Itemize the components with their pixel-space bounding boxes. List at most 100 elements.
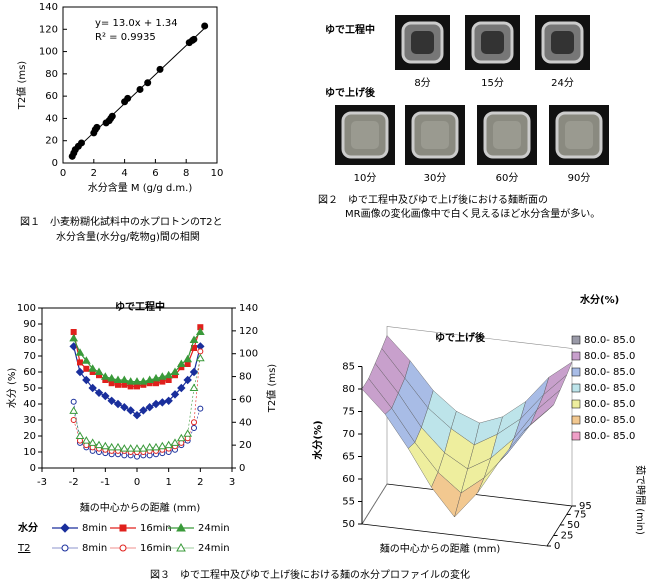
y-tick-label: 80 xyxy=(23,335,36,346)
x-tick-label: 2 xyxy=(197,477,203,488)
marker xyxy=(145,442,155,451)
marker xyxy=(100,372,110,380)
marker xyxy=(88,364,98,372)
marker xyxy=(69,333,79,342)
y-tick-label: 20 xyxy=(23,431,36,442)
marker xyxy=(176,522,186,532)
marker xyxy=(88,438,98,446)
y-axis-label: 茹で時間 (min) xyxy=(634,465,647,535)
legend-label: 24min xyxy=(198,543,230,554)
caption: 図３ ゆで工程中及びゆで上げ後における麺の水分プロファイルの変化 xyxy=(150,568,470,581)
marker xyxy=(100,441,110,450)
y2-tick-label: 20 xyxy=(239,440,252,451)
image-group-label: ゆで工程中 xyxy=(325,23,375,36)
caption: 図２ ゆで工程中及びゆで上げ後における麺断面の xyxy=(318,193,548,206)
x-axis-label: 麺の中心からの距離 (mm) xyxy=(380,542,501,555)
marker xyxy=(119,375,129,383)
caption: MR画像の変化画像中で白く見えるほど水分含量が多い。 xyxy=(345,207,600,220)
marker xyxy=(157,372,167,380)
legend-label: 80.0- 85.0 xyxy=(584,431,635,442)
image-time-label: 15分 xyxy=(481,77,504,89)
marker xyxy=(83,365,90,372)
z-tick-label: 50 xyxy=(342,519,355,530)
marker xyxy=(107,396,116,406)
y-tick-label: 0 xyxy=(52,158,58,169)
marker xyxy=(126,377,136,385)
marker xyxy=(189,367,199,377)
legend-swatch xyxy=(571,367,581,377)
marker xyxy=(88,383,97,393)
x-tick-label: -1 xyxy=(100,477,110,488)
marker xyxy=(195,327,205,335)
marker xyxy=(197,405,204,412)
y-tick-label: 140 xyxy=(39,2,58,13)
marker xyxy=(126,444,136,452)
chart-title: ゆで上げ後 xyxy=(435,331,486,344)
x-tick-label: 1 xyxy=(165,477,171,488)
y-tick-label: 40 xyxy=(45,113,58,124)
marker xyxy=(77,359,83,366)
point xyxy=(201,22,209,30)
y-tick-label: 100 xyxy=(17,303,36,314)
x-tick-label: 6 xyxy=(152,168,158,179)
marker xyxy=(70,417,77,423)
marker xyxy=(151,399,161,409)
y2-tick-label: 140 xyxy=(239,303,258,314)
marker xyxy=(176,359,186,367)
marker xyxy=(189,335,199,343)
image-time-label: 30分 xyxy=(424,172,447,184)
marker xyxy=(126,406,135,415)
point xyxy=(190,35,198,43)
y-axis-label: T2値 (ms) xyxy=(15,61,28,111)
y-tick-label: 70 xyxy=(23,351,36,362)
marker xyxy=(107,442,117,451)
x-tick-label: 3 xyxy=(229,477,235,488)
legend-label: 80.0- 85.0 xyxy=(584,335,635,346)
x-axis-label: 水分含量 M (g/g d.m.) xyxy=(88,181,193,194)
x-tick-label: -2 xyxy=(69,477,79,488)
legend-label: 8min xyxy=(82,523,107,534)
legend-label: 80.0- 85.0 xyxy=(584,415,635,426)
z-tick-label: 70 xyxy=(342,429,355,440)
y2-tick-label: 120 xyxy=(239,326,258,337)
marker xyxy=(113,399,123,409)
marker xyxy=(70,329,77,335)
marker xyxy=(101,391,110,401)
marker xyxy=(189,383,199,391)
marker xyxy=(184,361,191,367)
marker xyxy=(164,440,174,449)
mr-image-core xyxy=(351,121,379,149)
legend-group-label: 水分 xyxy=(17,521,38,534)
marker xyxy=(132,444,142,452)
y-tick-label: 10 xyxy=(23,447,36,458)
marker xyxy=(191,425,197,431)
y2-tick-label: 80 xyxy=(239,372,252,383)
marker xyxy=(115,381,121,388)
y-tick-label: 20 xyxy=(45,136,58,147)
marker xyxy=(177,383,186,393)
marker xyxy=(158,398,167,407)
annotation: R² = 0.9935 xyxy=(95,32,156,43)
z-tick-label: 85 xyxy=(342,362,355,373)
marker xyxy=(82,375,91,385)
image-time-label: 24分 xyxy=(551,77,574,89)
z-tick-label: 60 xyxy=(342,474,355,485)
z-tick-label: 55 xyxy=(342,497,355,508)
marker xyxy=(108,380,115,387)
legend-label: 16min xyxy=(140,543,172,554)
marker xyxy=(170,367,180,375)
marker xyxy=(70,398,77,405)
mr-image-core xyxy=(421,121,449,149)
marker xyxy=(138,444,148,452)
legend-swatch xyxy=(571,399,581,409)
y-tick-label: 30 xyxy=(23,415,36,426)
marker xyxy=(119,524,127,532)
marker xyxy=(159,378,166,385)
marker xyxy=(61,544,69,552)
marker xyxy=(164,396,173,406)
marker xyxy=(81,436,91,444)
y-tick-label: 0 xyxy=(30,463,36,474)
image-time-label: 8分 xyxy=(414,77,430,89)
marker xyxy=(138,377,148,385)
legend-group-label: T2 xyxy=(17,543,30,554)
